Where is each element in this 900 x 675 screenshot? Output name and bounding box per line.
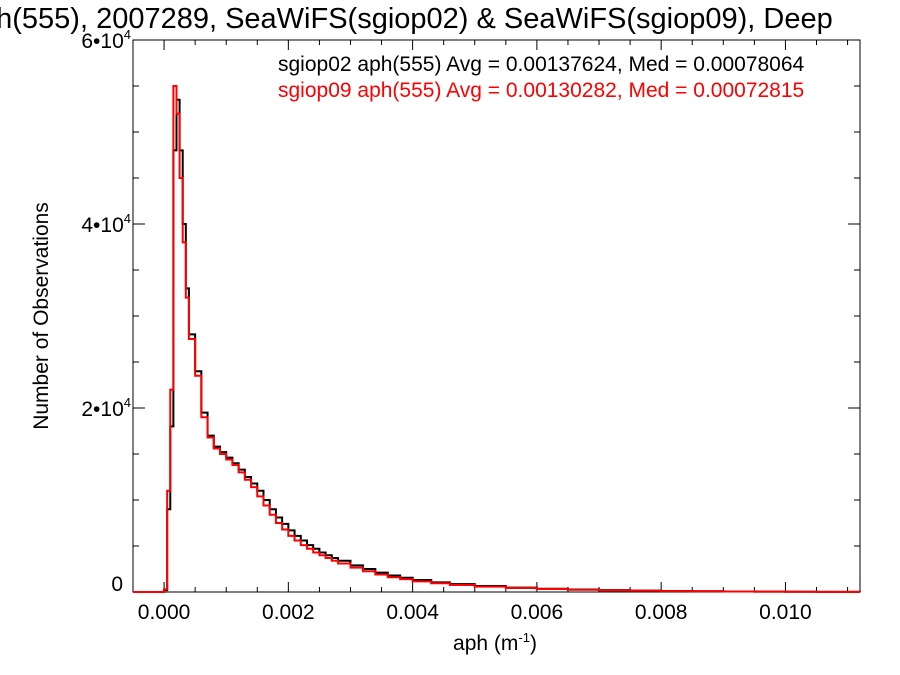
plot-frame bbox=[132, 39, 861, 593]
x-tick-label: 0.002 bbox=[262, 601, 315, 624]
legend-entry-sgiop09: sgiop09 aph(555) Avg = 0.00130282, Med =… bbox=[278, 79, 804, 102]
series-line-sgiop02 bbox=[133, 98, 861, 593]
x-axis-label-close: ) bbox=[530, 632, 537, 655]
y-tick-label: 0 bbox=[111, 573, 123, 596]
y-tick-label: 2•104 bbox=[81, 395, 131, 421]
x-axis-label-main: aph (m bbox=[453, 632, 518, 655]
y-axis-label: Number of Observations bbox=[30, 202, 53, 430]
legend-entry-sgiop02: sgiop02 aph(555) Avg = 0.00137624, Med =… bbox=[278, 53, 805, 76]
x-axis-label: aph (m-1) bbox=[453, 630, 537, 655]
series-line-sgiop09 bbox=[133, 85, 861, 593]
series-layer bbox=[133, 85, 861, 593]
y-tick-label: 4•104 bbox=[81, 211, 131, 237]
x-tick-label: 0.010 bbox=[759, 601, 812, 624]
chart-title: ph(555), 2007289, SeaWiFS(sgiop02) & Sea… bbox=[0, 3, 833, 35]
y-axis: 0 2•104 4•104 6•104 bbox=[81, 27, 860, 596]
x-tick-label: 0.006 bbox=[511, 601, 564, 624]
x-tick-label: 0.004 bbox=[386, 601, 439, 624]
x-axis: 0.000 0.002 0.004 0.006 0.008 0.010 bbox=[138, 40, 849, 624]
x-tick-label: 0.008 bbox=[635, 601, 688, 624]
x-axis-label-sup: -1 bbox=[518, 630, 530, 645]
y-tick-label: 6•104 bbox=[81, 27, 131, 53]
x-tick-label: 0.000 bbox=[138, 601, 191, 624]
